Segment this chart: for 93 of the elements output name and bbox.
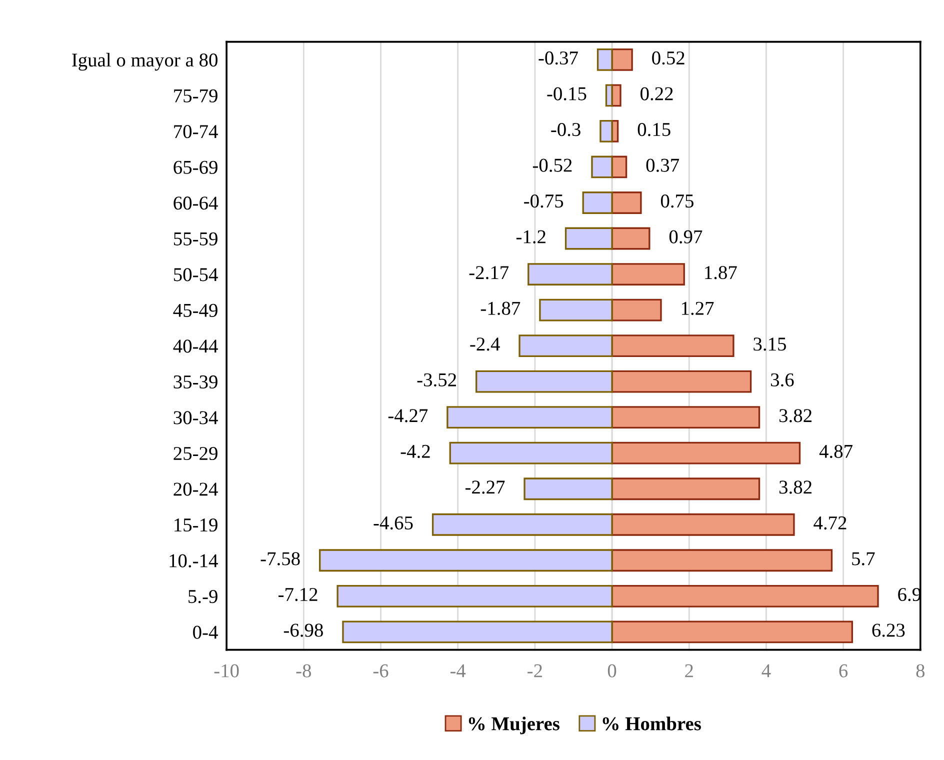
bar — [611, 478, 760, 500]
x-tick-label: -8 — [296, 664, 312, 678]
data-label: 3.15 — [754, 338, 786, 351]
data-label: 0.15 — [638, 122, 670, 136]
y-tick-label: 75-79 — [174, 89, 218, 102]
bar — [319, 549, 613, 572]
data-label: 3.82 — [779, 480, 812, 494]
bar — [446, 406, 613, 429]
y-tick-label: 20-24 — [174, 482, 218, 496]
data-label: 3.6 — [771, 373, 794, 387]
data-label: -1.2 — [516, 230, 546, 244]
data-label: -7.58 — [260, 552, 300, 566]
bar — [432, 513, 613, 536]
bar — [611, 442, 801, 464]
data-label: -0.75 — [524, 194, 564, 208]
y-tick-label: 5.-9 — [188, 590, 218, 604]
bar — [528, 263, 613, 286]
y-tick-label: 45-49 — [173, 304, 218, 317]
data-label: 3.82 — [779, 409, 812, 422]
data-label: -0.15 — [547, 87, 586, 100]
data-label: -4.27 — [388, 409, 428, 422]
data-label: -1.87 — [480, 302, 520, 315]
bar — [611, 227, 650, 250]
bar — [611, 298, 662, 322]
bar — [611, 584, 879, 608]
bar — [611, 263, 685, 286]
bar — [539, 298, 613, 322]
data-label: 0.37 — [646, 158, 680, 172]
x-tick-label: 8 — [916, 664, 925, 678]
data-label: -4.2 — [400, 444, 430, 458]
y-tick-label: 10.-14 — [170, 554, 218, 568]
x-tick-label: 2 — [685, 664, 693, 678]
data-label: 4.72 — [814, 516, 846, 530]
data-label: -4.65 — [374, 516, 413, 530]
x-tick-label: -10 — [214, 664, 239, 678]
y-tick-label: Igual o mayor a 80 — [72, 52, 218, 71]
data-label: 0.22 — [640, 87, 673, 100]
data-label: -0.37 — [538, 51, 578, 65]
data-label: 5.7 — [852, 552, 875, 566]
data-label: 1.87 — [705, 266, 737, 280]
y-tick-label: 65-69 — [174, 160, 218, 174]
x-tick-label: -4 — [450, 664, 466, 678]
legend-label: % Hombres — [602, 716, 701, 730]
bar — [518, 334, 613, 358]
y-tick-label: 15-19 — [174, 518, 218, 532]
x-tick-label: -6 — [373, 664, 388, 678]
data-label: -2.17 — [469, 266, 509, 280]
x-tick-label: 6 — [839, 664, 848, 678]
bar — [611, 370, 752, 393]
bar — [611, 406, 760, 429]
x-tick-label: 0 — [608, 664, 616, 678]
bar — [611, 48, 633, 71]
bar — [449, 442, 613, 464]
data-label: 0.75 — [660, 194, 694, 208]
data-label: -0.3 — [551, 122, 580, 136]
bar — [476, 370, 613, 393]
x-tick-label: 4 — [762, 664, 771, 678]
data-label: 6.23 — [872, 624, 905, 637]
bar — [611, 192, 642, 214]
data-label: 0.52 — [652, 51, 684, 65]
data-label: 4.87 — [819, 444, 852, 458]
bar — [600, 120, 613, 142]
legend-label: % Mujeres — [468, 716, 560, 734]
bar — [605, 84, 613, 107]
bar — [336, 584, 613, 608]
bar — [611, 549, 833, 572]
bar — [611, 334, 734, 358]
bar — [342, 620, 613, 644]
y-tick-label: 35-39 — [174, 375, 218, 388]
data-label: -0.52 — [532, 158, 572, 172]
bar — [611, 513, 795, 536]
data-label: 0.97 — [669, 230, 702, 244]
y-tick-label: 30-34 — [174, 411, 218, 424]
y-tick-label: 0-4 — [193, 626, 218, 639]
y-tick-label: 70-74 — [174, 125, 218, 138]
data-label: -6.98 — [284, 624, 323, 637]
y-tick-label: 50-54 — [174, 268, 218, 282]
data-label: -2.4 — [470, 338, 500, 351]
x-tick-label: -2 — [528, 664, 542, 678]
bar — [611, 620, 854, 644]
bar — [524, 478, 613, 500]
y-tick-label: 60-64 — [174, 196, 218, 210]
data-label: -2.27 — [465, 480, 505, 494]
bar — [591, 156, 613, 178]
bar — [582, 192, 613, 214]
y-tick-label: 25-29 — [174, 446, 218, 460]
bar — [564, 227, 613, 250]
y-tick-label: 55-59 — [174, 232, 218, 246]
y-tick-label: 40-44 — [173, 340, 218, 353]
data-label: -7.12 — [278, 588, 318, 602]
data-label: 1.27 — [682, 302, 714, 315]
data-label: -3.52 — [417, 373, 456, 387]
bar — [596, 48, 613, 71]
